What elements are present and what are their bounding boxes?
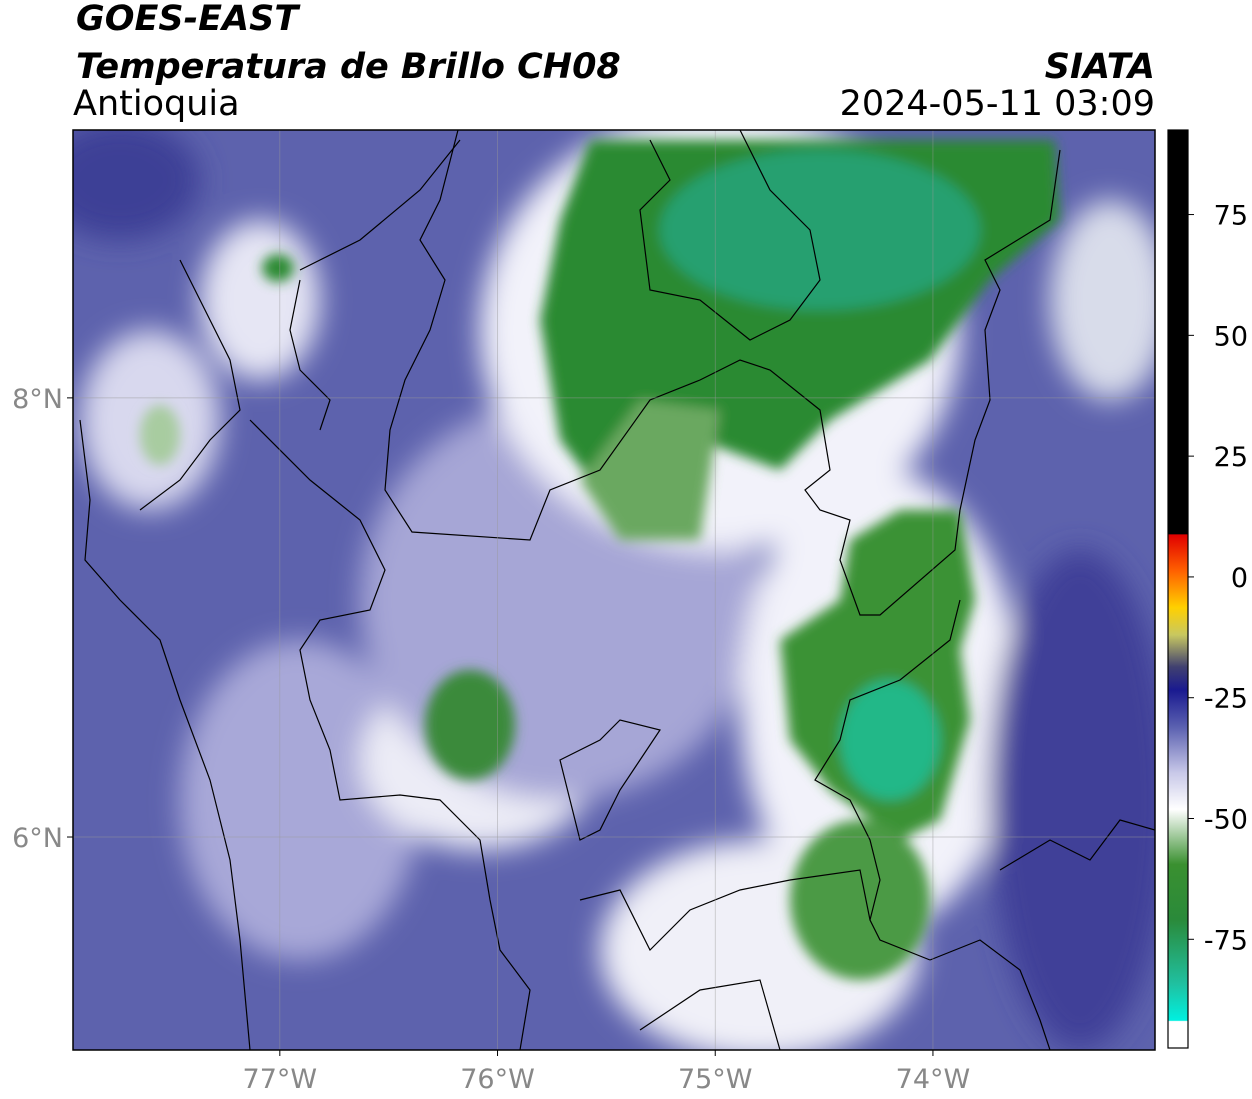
x-tick-label: 76°W: [460, 1064, 535, 1095]
title: GOES-EAST: [76, 0, 301, 39]
colorbar-tick-label: 25: [1214, 442, 1248, 473]
colorbar-tick-label: 75: [1214, 201, 1248, 232]
y-tick-label: 8°N: [12, 384, 63, 415]
x-tick-label: 75°W: [678, 1064, 753, 1095]
map-frame: [72, 129, 1156, 1051]
x-tick-label: 77°W: [243, 1064, 318, 1095]
timestamp: 2024-05-11 03:09: [840, 84, 1155, 124]
colorbar-tick-label: -50: [1204, 805, 1248, 836]
y-tick-label: 6°N: [12, 823, 63, 854]
x-tick-label: 74°W: [896, 1064, 971, 1095]
colorbar-tick-label: -25: [1204, 684, 1248, 715]
subtitle: Temperatura de Brillo CH08: [76, 47, 621, 87]
colorbar: [1167, 129, 1189, 1049]
colorbar-tick-label: -75: [1204, 925, 1248, 956]
colorbar-tick-label: 0: [1231, 563, 1248, 594]
grid: [73, 130, 1155, 1050]
source: SIATA: [1045, 47, 1155, 87]
region: Antioquia: [73, 84, 240, 124]
colorbar-tick-label: 50: [1214, 321, 1248, 352]
satellite-image: [73, 130, 1155, 1050]
